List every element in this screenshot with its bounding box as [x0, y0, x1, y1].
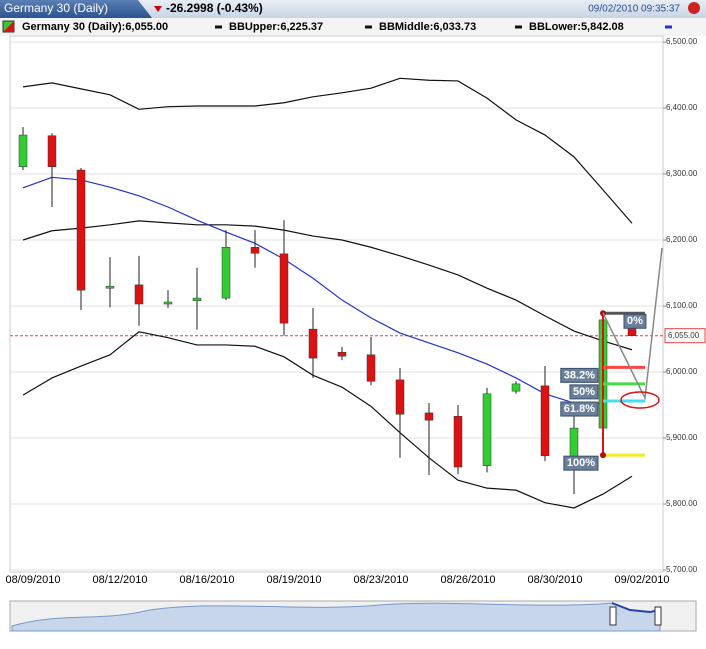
candle-body [47, 135, 57, 167]
navigator-area [11, 602, 661, 632]
candle-body [540, 385, 550, 457]
candle-body [279, 253, 289, 324]
fib-label: 38.2% [564, 369, 595, 381]
candle-body [18, 134, 28, 167]
last-price-label: 6,055.00 [668, 331, 700, 340]
y-tick-label: 6,200.00 [666, 235, 698, 244]
fib-label: 50% [573, 386, 595, 398]
timestamp: 09/02/2010 09:35:37 [588, 4, 680, 15]
band-line [22, 77, 633, 224]
fib-label-box [569, 384, 599, 400]
y-tick-label: 6,300.00 [666, 169, 698, 178]
legend-label: Germany 30 (Daily):6,055.00 [22, 21, 168, 33]
x-tick-label: 08/23/2010 [353, 574, 408, 586]
navigator [9, 600, 697, 632]
fib-label-box [560, 367, 599, 383]
band-line [22, 220, 633, 351]
tab-title[interactable]: Germany 30 (Daily) [4, 1, 108, 15]
candle-body [221, 247, 231, 299]
change: -26.2998 (-0.43%) [166, 1, 263, 15]
y-tick-label: 6,100.00 [666, 301, 698, 310]
legend-icon [3, 21, 14, 32]
y-tick-label: 5,900.00 [666, 433, 698, 442]
candle-body [424, 412, 434, 421]
x-tick-label: 08/16/2010 [179, 574, 234, 586]
navigator-handle[interactable] [609, 606, 617, 626]
candle-body [337, 351, 347, 357]
legend-bar [0, 18, 706, 36]
plot-area [9, 35, 664, 573]
drawing-line [602, 247, 663, 401]
y-tick-label: 5,700.00 [666, 565, 698, 574]
candle-body [134, 284, 144, 305]
candle-body [76, 169, 86, 291]
down-arrow [154, 6, 162, 12]
band-line [22, 331, 633, 509]
candle-body [482, 393, 492, 466]
candle-body [395, 379, 405, 415]
y-tick-label: 6,500.00 [666, 37, 698, 46]
legend-label: BBLower:5,842.08 [529, 21, 624, 33]
y-tick-label: 6,000.00 [666, 367, 698, 376]
fib-point [600, 452, 606, 459]
candle-body [105, 285, 115, 289]
fib-label: 0% [627, 315, 643, 327]
x-tick-label: 08/26/2010 [440, 574, 495, 586]
navigator-handle[interactable] [654, 606, 662, 626]
y-tick-label: 6,400.00 [666, 103, 698, 112]
fib-label-box [560, 401, 599, 417]
legend-label: BBMiddle:6,033.73 [379, 21, 476, 33]
x-tick-label: 08/12/2010 [92, 574, 147, 586]
band-line [22, 176, 604, 405]
fib-label-box [623, 313, 647, 329]
close-button[interactable] [688, 2, 700, 14]
y-tick-label: 5,800.00 [666, 499, 698, 508]
candle-body [192, 297, 202, 301]
fib-label: 61.8% [564, 403, 595, 415]
drawing-ellipse [620, 391, 660, 409]
candle-body [250, 247, 260, 254]
x-tick-label: 09/02/2010 [614, 574, 669, 586]
candle-body [366, 354, 376, 382]
candle-body [511, 383, 521, 392]
x-tick-label: 08/19/2010 [266, 574, 321, 586]
tab[interactable] [0, 0, 152, 18]
fib-label: 100% [567, 457, 595, 469]
header-bar [0, 0, 706, 18]
candle-body [627, 327, 637, 336]
candle-body [308, 328, 318, 359]
x-tick-label: 08/09/2010 [5, 574, 60, 586]
candle-body [163, 301, 173, 305]
legend-label: BBUpper:6,225.37 [229, 21, 323, 33]
last-price-tag [664, 328, 706, 344]
candle-body [453, 415, 463, 468]
fib-label-box [563, 455, 599, 471]
x-tick-label: 08/30/2010 [527, 574, 582, 586]
